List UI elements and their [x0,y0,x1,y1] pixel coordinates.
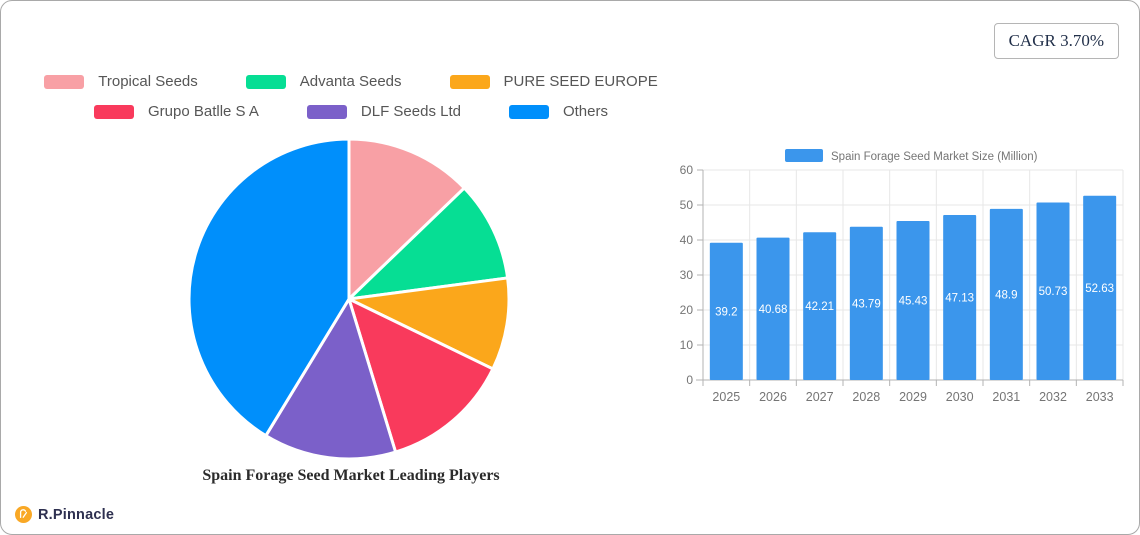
pie-slice-advanta-seeds[interactable] [347,186,510,301]
cagr-badge: CAGR 3.70% [993,23,1119,59]
bar-value-label: 52.63 [1085,283,1114,295]
bar-value-label: 39.2 [715,306,737,318]
pie-slice-dlf-seeds-ltd[interactable] [264,297,398,461]
pie-legend-row: Tropical Seeds Advanta Seeds PURE SEED EUR… [1,73,701,90]
bar-legend-swatch [785,149,823,162]
x-axis-label: 2030 [946,390,974,404]
brand-name: R.Pinnacle [38,506,115,523]
legend-swatch [306,104,347,119]
bar-2032[interactable] [1036,202,1070,380]
y-axis-label: 40 [680,233,694,247]
legend-swatch [245,74,286,89]
y-axis-label: 30 [680,268,694,282]
bar-2026[interactable] [756,237,790,380]
bar-value-label: 50.73 [1039,286,1068,298]
pie-chart [187,137,511,461]
legend-item-pure-seed-europe[interactable]: PURE SEED EUROPE [449,73,658,90]
y-axis-label: 0 [686,373,693,387]
bar-value-label: 48.9 [995,289,1017,301]
bar-2027[interactable] [803,232,837,380]
x-axis-label: 2032 [1039,390,1067,404]
y-axis-label: 60 [680,163,694,177]
x-axis-label: 2031 [992,390,1020,404]
legend-item-others[interactable]: Others [508,103,608,120]
pie-legend-row: Grupo Batlle S A DLF Seeds Ltd Others [1,103,701,120]
pinnacle-logo-icon [15,506,32,523]
bar-value-label: 45.43 [899,296,928,308]
legend-item-dlf-seeds-ltd[interactable]: DLF Seeds Ltd [306,103,461,120]
y-axis-label: 10 [680,338,694,352]
bar-value-label: 40.68 [759,304,788,316]
legend-label: Grupo Batlle S A [148,103,259,120]
bar-2033[interactable] [1083,195,1117,380]
pie-chart-title: Spain Forage Seed Market Leading Players [202,467,500,484]
pie-slice-pure-seed-europe[interactable] [347,276,511,371]
bar-legend-label: Spain Forage Seed Market Size (Million) [831,151,1038,163]
bar-chart: 010203040506039.2202540.68202642.2120274… [680,149,1124,404]
bar-value-label: 42.21 [805,301,834,313]
x-axis-label: 2033 [1086,390,1114,404]
legend-swatch [449,74,490,89]
x-axis-label: 2026 [759,390,787,404]
x-axis-label: 2025 [712,390,740,404]
bar-2028[interactable] [849,226,883,380]
legend-label: Advanta Seeds [299,73,402,90]
legend-item-advanta-seeds[interactable]: Advanta Seeds [245,73,402,90]
brand-logo: R.Pinnacle [15,506,114,523]
legend-label: DLF Seeds Ltd [360,103,461,120]
bar-2031[interactable] [989,208,1023,380]
bar-2030[interactable] [943,215,977,380]
legend-item-tropical-seeds[interactable]: Tropical Seeds [44,73,198,90]
pie-legend: Tropical Seeds Advanta Seeds PURE SEED EUR… [1,73,701,120]
bar-2025[interactable] [709,242,743,380]
x-axis-label: 2027 [806,390,834,404]
x-axis-label: 2029 [899,390,927,404]
y-axis-label: 50 [680,198,694,212]
legend-swatch [508,104,549,119]
y-axis-label: 20 [680,303,694,317]
bar-value-label: 47.13 [945,293,974,305]
legend-label: Others [562,103,608,120]
x-axis-label: 2028 [852,390,880,404]
bar-2029[interactable] [896,221,930,380]
legend-label: Tropical Seeds [98,73,198,90]
pie-slice-others[interactable] [187,137,351,438]
bar-legend[interactable]: Spain Forage Seed Market Size (Million) [785,149,1038,163]
legend-swatch [44,74,85,89]
legend-label: PURE SEED EUROPE [503,73,658,90]
legend-swatch [94,104,134,119]
bar-value-label: 43.79 [852,298,881,310]
legend-item-grupo-batlle-s-a[interactable]: Grupo Batlle S A [94,103,259,120]
pie-slice-tropical-seeds[interactable] [347,137,466,301]
